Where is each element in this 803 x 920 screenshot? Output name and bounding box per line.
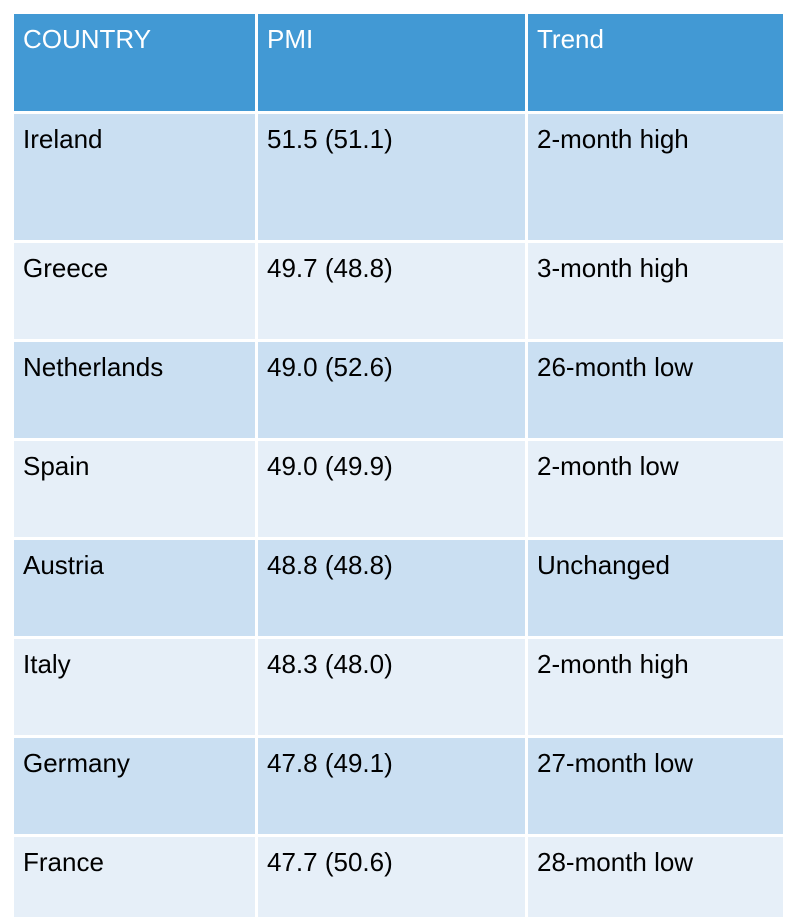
table-row: Ireland 51.5 (51.1) 2-month high <box>11 111 786 243</box>
table-row: Italy 48.3 (48.0) 2-month high <box>11 636 786 738</box>
trend-cell: 2-month high <box>525 636 786 738</box>
country-cell: Austria <box>11 537 258 639</box>
header-pmi: PMI <box>255 11 528 114</box>
pmi-cell: 47.7 (50.6) <box>255 834 528 920</box>
pmi-cell: 48.8 (48.8) <box>255 537 528 639</box>
trend-cell: 3-month high <box>525 240 786 342</box>
country-cell: Italy <box>11 636 258 738</box>
table-row: Netherlands 49.0 (52.6) 26-month low <box>11 339 786 441</box>
pmi-table: COUNTRY PMI Trend Ireland 51.5 (51.1) 2-… <box>11 11 786 920</box>
table-row: Greece 49.7 (48.8) 3-month high <box>11 240 786 342</box>
trend-cell: Unchanged <box>525 537 786 639</box>
country-cell: Greece <box>11 240 258 342</box>
trend-cell: 2-month low <box>525 438 786 540</box>
header-country: COUNTRY <box>11 11 258 114</box>
country-cell: Spain <box>11 438 258 540</box>
pmi-cell: 49.7 (48.8) <box>255 240 528 342</box>
header-row: COUNTRY PMI Trend <box>11 11 786 114</box>
country-cell: Netherlands <box>11 339 258 441</box>
pmi-cell: 47.8 (49.1) <box>255 735 528 837</box>
table-row: Austria 48.8 (48.8) Unchanged <box>11 537 786 639</box>
header-trend: Trend <box>525 11 786 114</box>
country-cell: Germany <box>11 735 258 837</box>
trend-cell: 26-month low <box>525 339 786 441</box>
pmi-cell: 48.3 (48.0) <box>255 636 528 738</box>
pmi-cell: 49.0 (52.6) <box>255 339 528 441</box>
table-row: Germany 47.8 (49.1) 27-month low <box>11 735 786 837</box>
trend-cell: 27-month low <box>525 735 786 837</box>
country-cell: France <box>11 834 258 920</box>
table-row: Spain 49.0 (49.9) 2-month low <box>11 438 786 540</box>
table-row: France 47.7 (50.6) 28-month low <box>11 834 786 920</box>
country-cell: Ireland <box>11 111 258 243</box>
pmi-cell: 49.0 (49.9) <box>255 438 528 540</box>
pmi-cell: 51.5 (51.1) <box>255 111 528 243</box>
trend-cell: 2-month high <box>525 111 786 243</box>
trend-cell: 28-month low <box>525 834 786 920</box>
